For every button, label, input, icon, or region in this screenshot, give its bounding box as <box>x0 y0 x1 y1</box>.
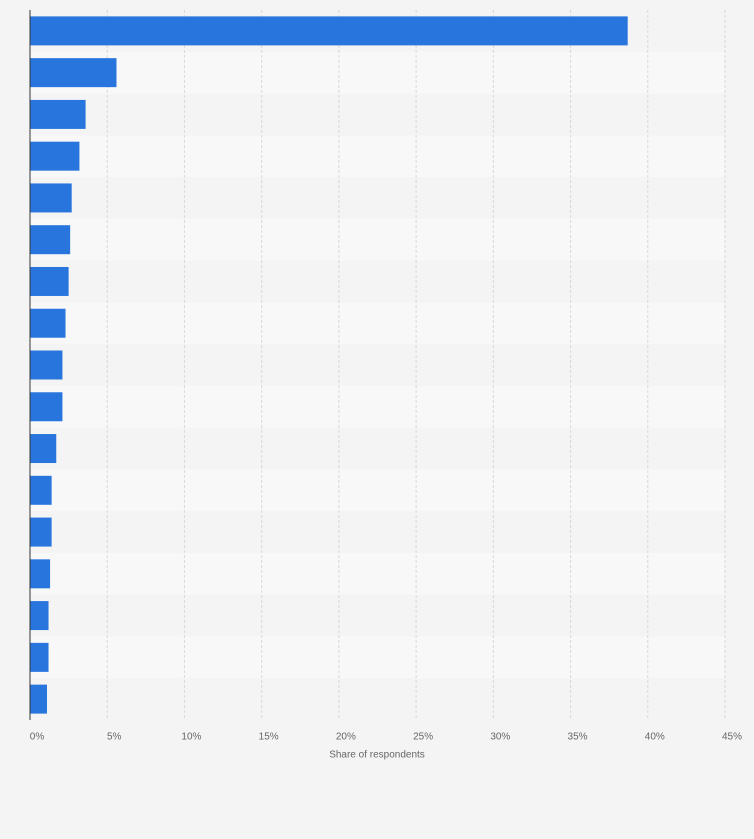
bar <box>30 601 49 631</box>
row-stripe <box>30 469 725 512</box>
row-stripe <box>30 385 725 428</box>
x-tick-label: 25% <box>413 732 433 743</box>
x-tick-label: 5% <box>107 732 122 743</box>
row-stripe <box>30 302 725 345</box>
bar <box>30 308 66 338</box>
bar <box>30 16 628 46</box>
bar <box>30 559 51 589</box>
bar <box>30 642 49 672</box>
row-stripe <box>30 260 725 303</box>
row-stripe <box>30 218 725 261</box>
bar <box>30 58 117 88</box>
bar <box>30 434 57 464</box>
x-tick-label: 0% <box>30 732 45 743</box>
bar <box>30 475 52 505</box>
row-stripe <box>30 427 725 470</box>
row-stripe <box>30 177 725 219</box>
x-tick-label: 20% <box>336 732 356 743</box>
x-axis-title: Share of respondents <box>329 750 425 761</box>
row-stripe <box>30 135 725 178</box>
bar <box>30 99 86 129</box>
row-stripe <box>30 552 725 595</box>
x-tick-label: 15% <box>259 732 279 743</box>
row-stripe <box>30 344 725 386</box>
row-stripe <box>30 678 725 720</box>
bar <box>30 684 47 714</box>
x-tick-label: 45% <box>722 732 742 743</box>
x-tick-label: 35% <box>568 732 588 743</box>
bar <box>30 183 72 213</box>
x-tick-label: 40% <box>645 732 665 743</box>
bar <box>30 141 80 171</box>
bar <box>30 225 71 255</box>
row-stripe <box>30 93 725 136</box>
bar <box>30 266 69 296</box>
row-stripe <box>30 511 725 553</box>
row-stripe <box>30 51 725 94</box>
bar <box>30 350 63 380</box>
bar <box>30 517 52 547</box>
x-tick-label: 10% <box>181 732 201 743</box>
bar <box>30 392 63 422</box>
row-stripe <box>30 594 725 637</box>
x-tick-label: 30% <box>490 732 510 743</box>
row-stripe <box>30 636 725 679</box>
